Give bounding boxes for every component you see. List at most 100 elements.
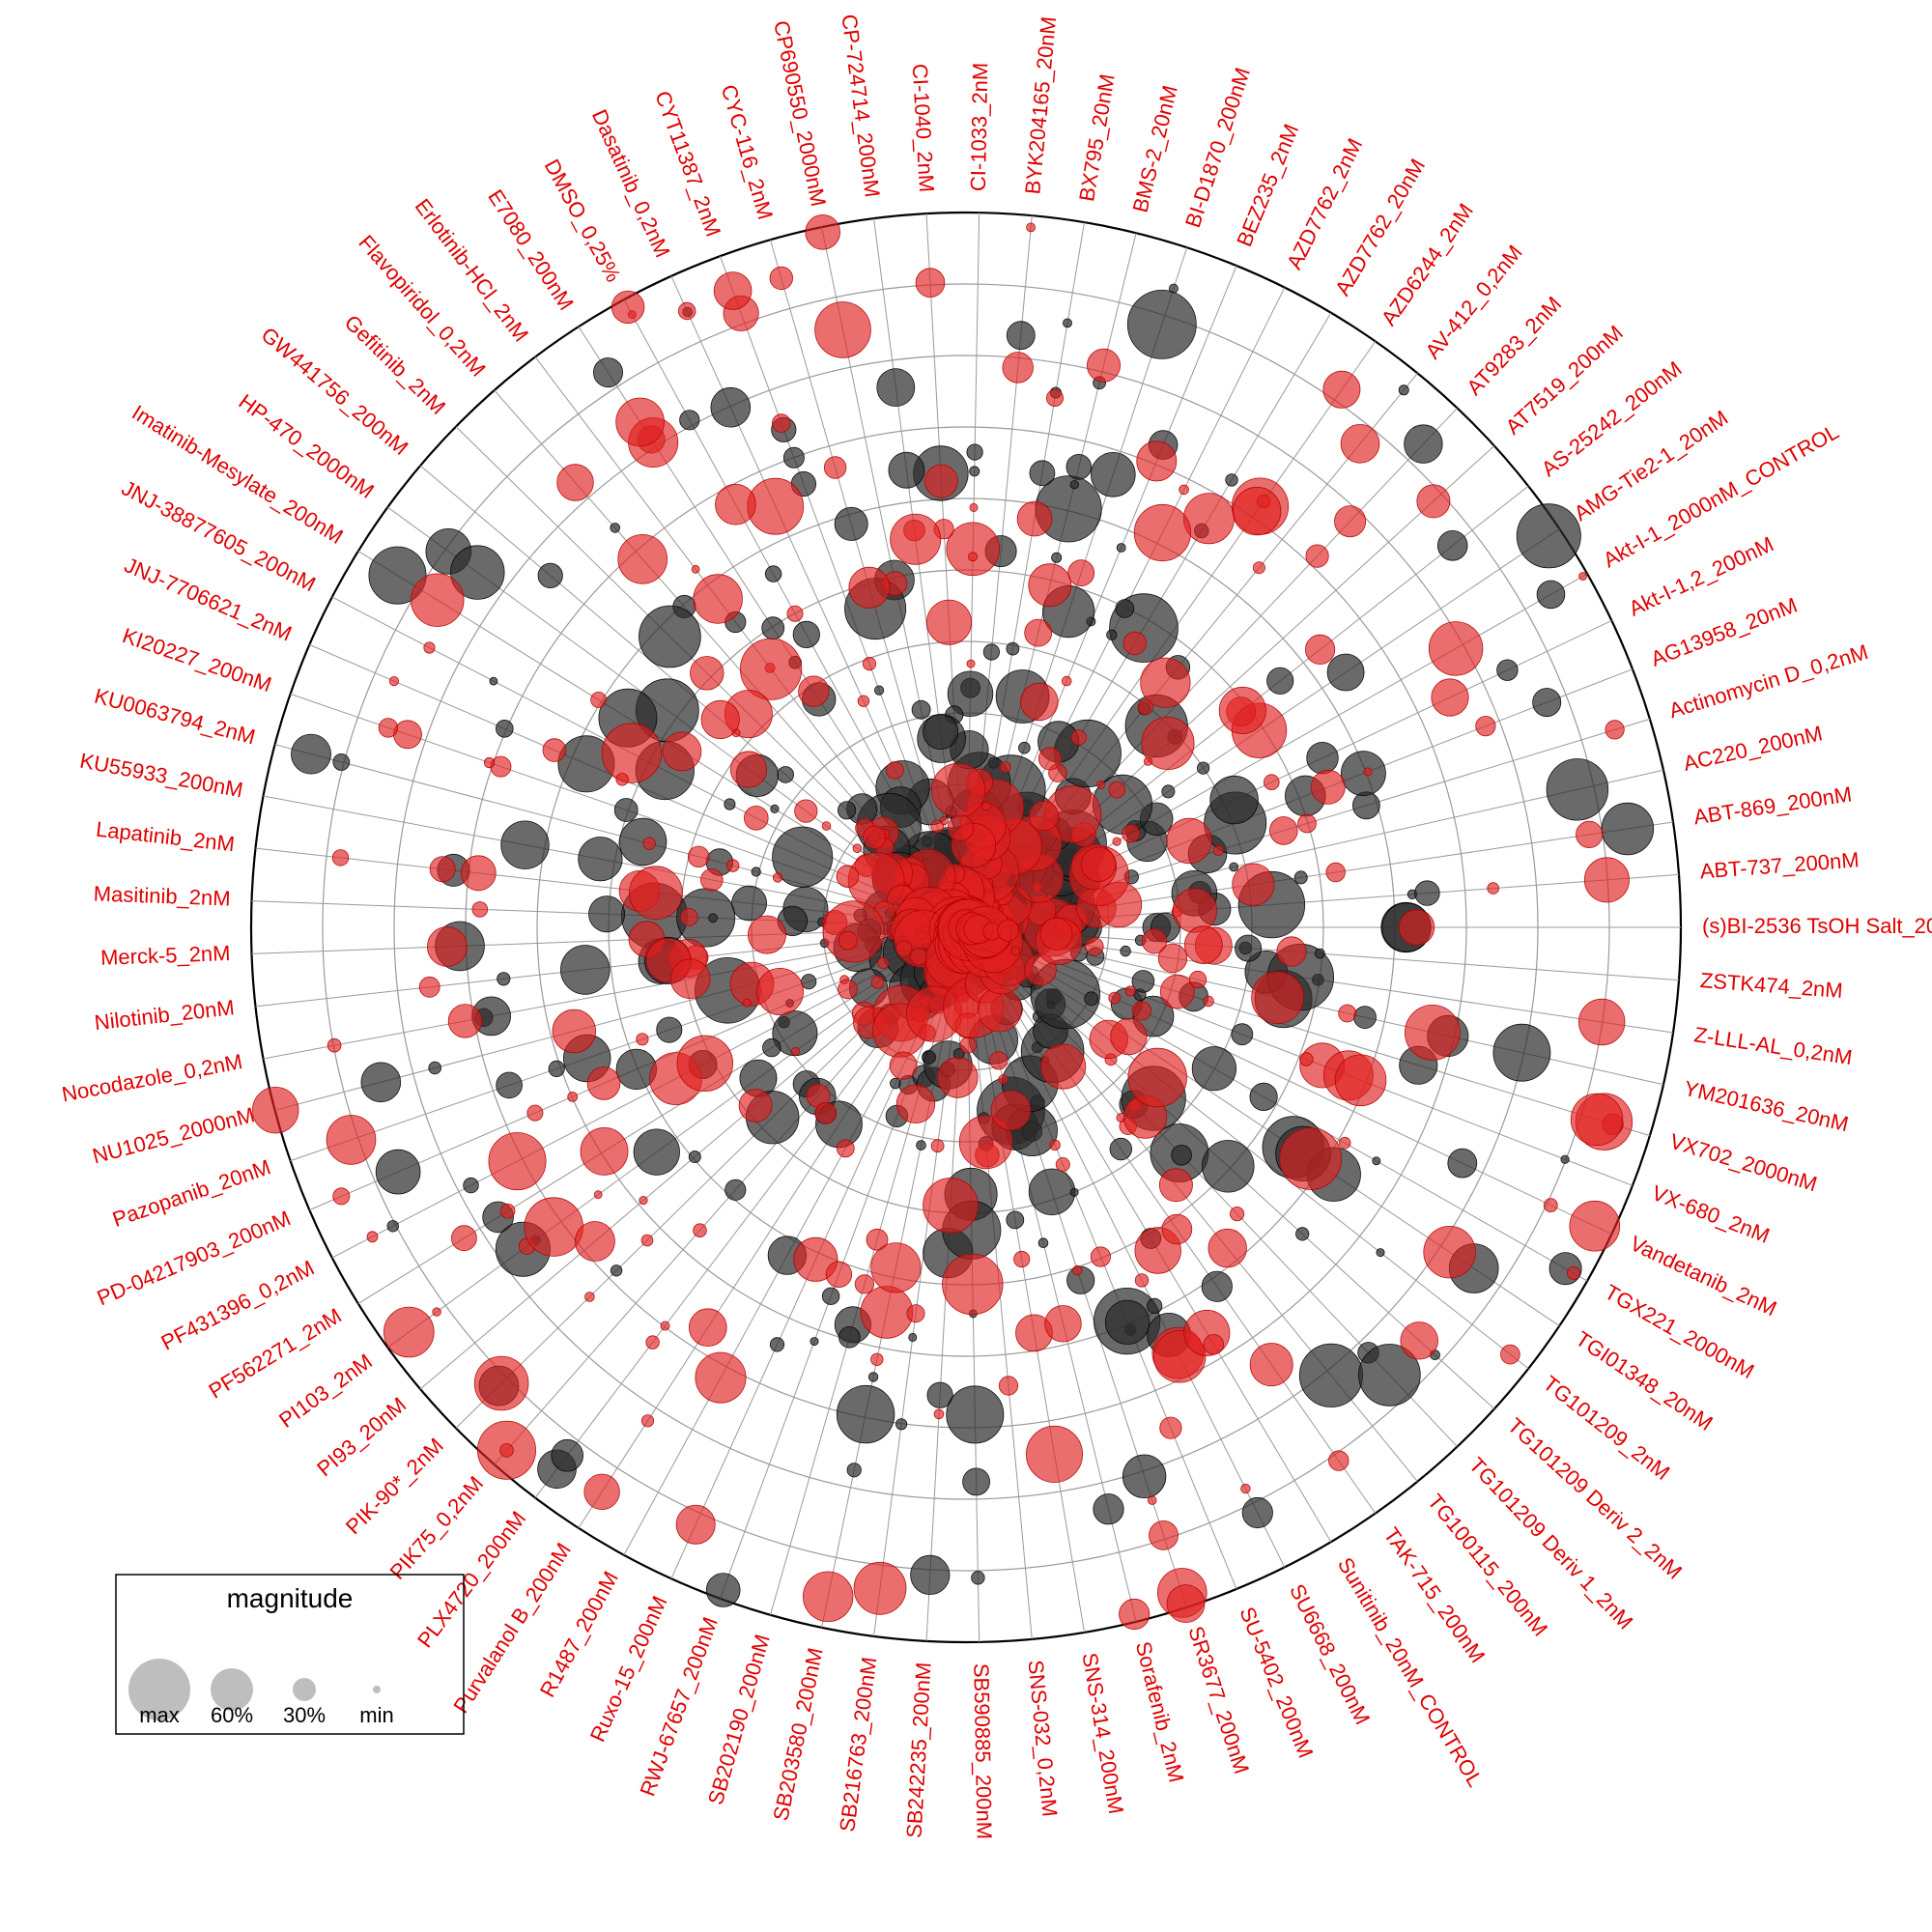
bubble	[430, 857, 455, 882]
bubble	[1137, 441, 1177, 481]
bubble	[496, 720, 513, 737]
bubble	[923, 714, 958, 749]
bubble	[1091, 452, 1135, 497]
legend-item-label: max	[139, 1703, 180, 1727]
bubble	[1373, 1157, 1380, 1165]
bubble	[1571, 1094, 1623, 1146]
bubble	[706, 1574, 740, 1607]
bubble	[1120, 1599, 1150, 1629]
bubble	[332, 850, 349, 867]
bubble	[1307, 742, 1339, 774]
bubble	[1121, 946, 1131, 956]
bubble	[1253, 562, 1264, 574]
bubble	[429, 1062, 441, 1074]
bubble	[1352, 792, 1379, 819]
bubble	[990, 1052, 1008, 1069]
bubble	[680, 908, 697, 925]
bubble	[835, 507, 867, 540]
bubble	[412, 574, 465, 627]
bubble	[806, 214, 840, 249]
bubble	[1050, 1140, 1061, 1151]
bubble	[1113, 838, 1121, 845]
bubble	[896, 941, 912, 956]
bubble	[1135, 1274, 1149, 1288]
bubble	[1501, 1345, 1520, 1364]
bubble	[587, 1067, 620, 1100]
bubble	[1011, 947, 1020, 955]
bubble	[1437, 530, 1467, 560]
axis-label: CI-1033_2nM	[966, 63, 992, 192]
bubble	[854, 1562, 906, 1614]
bubble	[1241, 1484, 1251, 1493]
bubble	[1399, 910, 1435, 946]
bubble	[1233, 487, 1281, 535]
bubble	[739, 1089, 772, 1122]
bubble	[998, 920, 1019, 941]
bubble	[1197, 762, 1208, 774]
bubble	[907, 1305, 924, 1322]
bubble	[1497, 660, 1519, 681]
bubble	[1184, 926, 1222, 964]
bubble	[770, 1338, 783, 1351]
bubble	[1167, 1585, 1205, 1623]
bubble	[787, 606, 803, 621]
legend-title: magnitude	[227, 1583, 354, 1613]
bubble	[678, 302, 696, 320]
bubble	[1116, 600, 1134, 618]
bubble	[890, 1052, 917, 1079]
bubble	[1280, 1128, 1342, 1190]
bubble	[978, 988, 1021, 1032]
bubble	[714, 272, 752, 310]
legend-item-label: 60%	[211, 1703, 253, 1727]
bubble	[861, 1287, 913, 1339]
bubble	[948, 815, 973, 840]
bubble	[676, 1505, 715, 1544]
bubble	[1073, 1265, 1083, 1275]
bubble	[1341, 752, 1385, 796]
bubble	[1605, 721, 1624, 739]
bubble	[877, 369, 915, 407]
bubble	[1091, 1247, 1110, 1266]
bubble	[1399, 385, 1408, 395]
bubble	[1354, 1007, 1377, 1029]
bubble	[823, 901, 884, 962]
bubble	[943, 1254, 1004, 1315]
bubble	[1107, 630, 1117, 639]
bubble	[1300, 1053, 1314, 1066]
bubble	[765, 566, 781, 582]
bubble	[1305, 635, 1334, 664]
bubble	[1192, 1047, 1236, 1091]
bubble	[1132, 971, 1154, 993]
bubble	[1040, 918, 1072, 950]
bubble	[983, 644, 999, 660]
bubble	[803, 1572, 853, 1622]
bubble	[691, 657, 724, 691]
bubble	[661, 1321, 669, 1330]
bubble	[838, 802, 855, 819]
bubble	[1327, 654, 1364, 691]
bubble	[711, 387, 751, 427]
bubble	[611, 291, 644, 324]
bubble	[1056, 1157, 1069, 1171]
bubble	[1377, 1249, 1384, 1257]
bubble	[838, 980, 858, 999]
bubble	[629, 867, 682, 920]
bubble	[924, 465, 957, 497]
bubble	[688, 846, 709, 867]
bubble	[292, 734, 331, 774]
bubble	[1038, 1238, 1048, 1248]
bubble	[1117, 544, 1125, 553]
bubble	[1341, 424, 1379, 463]
bubble	[1148, 1496, 1156, 1505]
bubble	[557, 465, 594, 501]
bubble	[923, 1179, 979, 1234]
bubble	[568, 1092, 578, 1101]
bubble	[1326, 863, 1346, 882]
legend-bubble	[373, 1686, 381, 1693]
bubble	[1141, 658, 1190, 707]
bubble	[1183, 494, 1234, 544]
bubble	[560, 946, 610, 995]
bubble	[1204, 1334, 1224, 1354]
bubble	[1339, 1137, 1350, 1149]
bubble	[1204, 996, 1214, 1007]
